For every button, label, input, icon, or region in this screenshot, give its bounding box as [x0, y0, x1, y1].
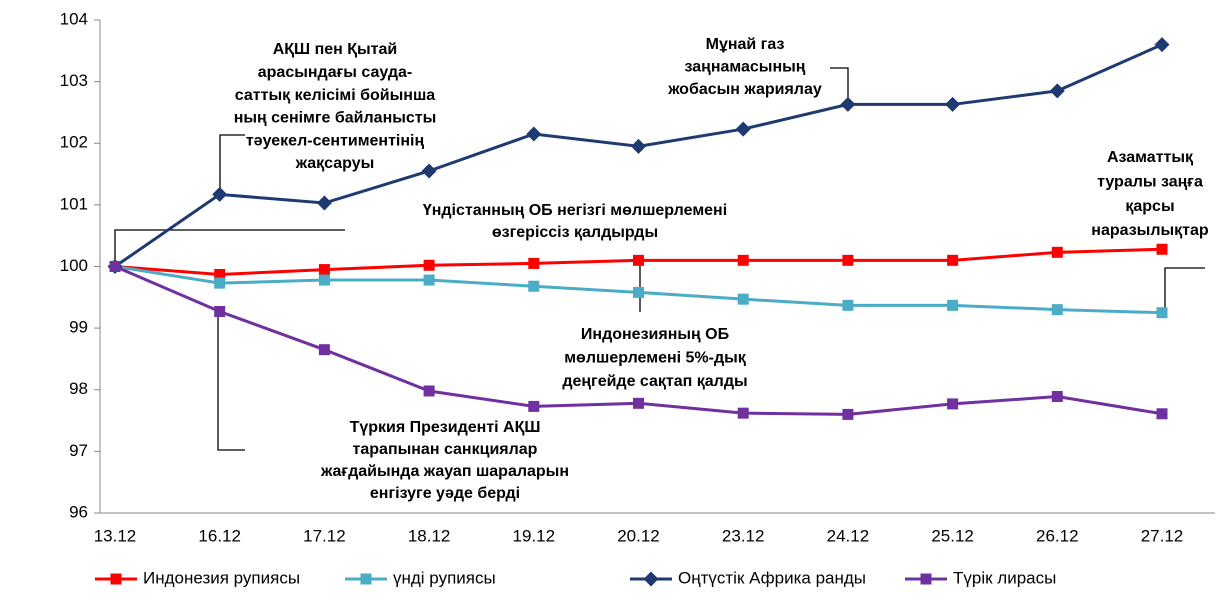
marker — [423, 274, 435, 286]
annotation: жақсаруы — [295, 155, 375, 172]
annotation: саттық келісімі бойынша — [235, 87, 436, 104]
y-tick-label: 96 — [69, 502, 88, 521]
marker — [423, 259, 435, 271]
callout — [217, 312, 245, 451]
marker — [842, 299, 854, 311]
legend-label: Индонезия рупиясы — [143, 568, 300, 587]
marker — [1051, 304, 1063, 316]
marker — [316, 195, 332, 211]
marker — [1156, 307, 1168, 319]
marker — [318, 344, 330, 356]
marker — [633, 286, 644, 298]
marker — [1154, 37, 1170, 53]
marker — [1156, 243, 1168, 255]
legend-label: Түрік лирасы — [953, 568, 1056, 587]
legend-marker — [360, 573, 372, 585]
marker — [842, 254, 854, 266]
y-tick-label: 100 — [60, 256, 88, 275]
marker — [737, 407, 749, 419]
marker — [1156, 408, 1168, 420]
annotation: Азаматтық — [1107, 149, 1194, 166]
marker — [109, 261, 121, 272]
annotation: Түркия Президенті АҚШ — [350, 419, 541, 436]
marker — [633, 254, 644, 266]
annotation: тәуекел-сентиментінің — [246, 132, 425, 149]
marker — [1051, 246, 1063, 258]
annotation: Мұнай газ — [706, 36, 785, 53]
callout — [1164, 267, 1205, 313]
legend-marker — [110, 573, 122, 585]
x-tick-label: 27.12 — [1141, 526, 1184, 545]
legend-label: Оңтүстік Африка ранды — [678, 568, 866, 587]
marker — [214, 277, 226, 289]
marker — [737, 254, 749, 266]
marker — [947, 254, 959, 266]
marker — [1049, 83, 1065, 99]
annotation: тарапынан санкциялар — [353, 441, 538, 458]
annotation: Индонезияның ОБ — [581, 326, 729, 343]
x-tick-label: 17.12 — [303, 526, 346, 545]
y-tick-label: 101 — [60, 194, 88, 213]
y-tick-label: 99 — [69, 318, 88, 337]
marker — [947, 398, 959, 410]
callout — [114, 229, 345, 267]
marker — [633, 397, 644, 409]
marker — [1051, 391, 1063, 403]
x-tick-label: 23.12 — [722, 526, 765, 545]
marker — [423, 385, 435, 397]
marker — [631, 138, 646, 154]
marker — [421, 163, 437, 179]
y-tick-label: 103 — [60, 71, 88, 90]
marker — [945, 96, 961, 112]
marker — [318, 264, 330, 276]
x-tick-label: 16.12 — [198, 526, 241, 545]
y-tick-label: 102 — [60, 133, 88, 152]
annotation: наразылықтар — [1091, 222, 1209, 239]
annotation: мөлшерлемені 5%-дық — [564, 350, 747, 367]
legend-label: үнді рупиясы — [393, 568, 496, 587]
x-tick-label: 13.12 — [94, 526, 137, 545]
y-tick-label: 98 — [69, 379, 88, 398]
annotation: арасындағы сауда- — [258, 64, 413, 81]
annotation: Үндістанның ОБ негізгі мөлшерлемені — [423, 202, 727, 219]
callout — [219, 134, 245, 195]
x-tick-label: 19.12 — [513, 526, 556, 545]
y-tick-label: 104 — [60, 9, 88, 28]
annotation: деңгейде сақтап қалды — [562, 373, 747, 390]
legend-marker — [643, 571, 659, 587]
x-tick-label: 25.12 — [931, 526, 974, 545]
annotation: жобасын жариялау — [667, 81, 822, 98]
marker — [842, 408, 854, 420]
marker — [947, 299, 959, 311]
marker — [840, 96, 856, 112]
annotation: өзгеріссіз қалдырды — [492, 224, 658, 241]
annotation: жағдайында жауап шараларын — [320, 463, 569, 480]
marker — [528, 257, 540, 269]
annotation: ның сенімге байланысты — [234, 110, 437, 127]
annotation: туралы заңға — [1097, 174, 1203, 191]
x-tick-label: 18.12 — [408, 526, 451, 545]
marker — [737, 293, 749, 305]
callout — [830, 67, 849, 105]
annotation: АҚШ пен Қытай — [273, 41, 398, 58]
marker — [526, 126, 542, 142]
legend-marker — [920, 573, 932, 585]
x-tick-label: 26.12 — [1036, 526, 1079, 545]
marker — [735, 121, 751, 137]
y-tick-label: 97 — [69, 441, 88, 460]
marker — [318, 274, 330, 286]
marker — [528, 280, 540, 292]
x-tick-label: 24.12 — [827, 526, 870, 545]
marker — [214, 305, 226, 317]
x-tick-label: 20.12 — [617, 526, 660, 545]
annotation: заңнамасының — [685, 59, 806, 76]
annotation: қарсы — [1125, 198, 1174, 215]
marker — [528, 400, 540, 412]
marker — [212, 186, 228, 202]
annotation: енгізуге уәде берді — [370, 485, 520, 502]
